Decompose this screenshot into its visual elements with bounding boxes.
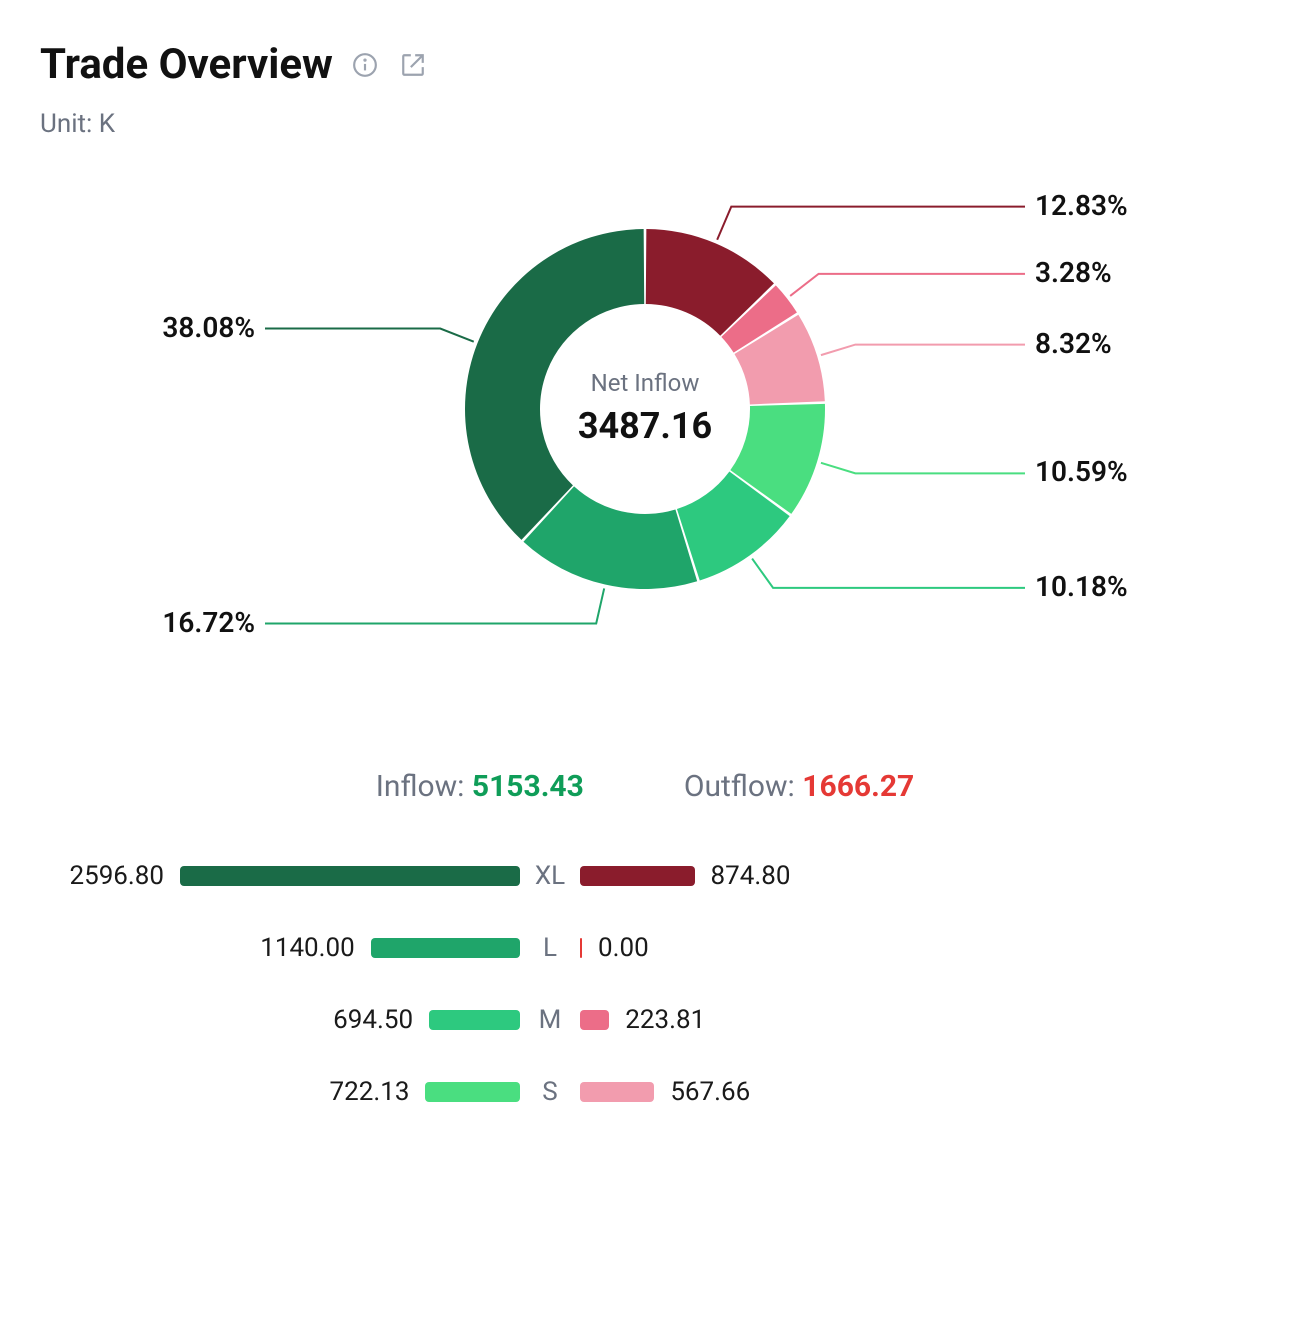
bar-row: 722.13 S 567.66 — [40, 1060, 1250, 1124]
diverging-bars: 2596.80 XL 874.80 1140.00 L 0.00 694.50 M 223.81… — [40, 844, 1250, 1124]
donut-chart: Net Inflow 3487.16 12.83%3.28%8.32%10.59… — [40, 169, 1250, 729]
donut-label: 8.32% — [1035, 327, 1112, 360]
bar-left: 1140.00 — [40, 933, 520, 963]
bar-right: 874.80 — [580, 861, 1060, 891]
inflow-bar-value: 722.13 — [330, 1077, 410, 1107]
leader-line — [717, 207, 1025, 240]
outflow-bar-value: 567.66 — [670, 1077, 750, 1107]
leader-line — [752, 559, 1025, 588]
header: Trade Overview — [40, 40, 1250, 89]
donut-segment — [465, 229, 644, 540]
leader-line — [821, 345, 1025, 356]
outflow-bar — [580, 1010, 609, 1030]
leader-line — [265, 588, 604, 623]
outflow-bar-value: 874.80 — [711, 861, 791, 891]
share-icon[interactable] — [397, 49, 429, 81]
bar-left: 694.50 — [40, 1005, 520, 1035]
bar-right: 567.66 — [580, 1077, 1060, 1107]
bar-category-label: XL — [520, 861, 580, 891]
unit-label: Unit: K — [40, 109, 1250, 139]
bar-left: 2596.80 — [40, 861, 520, 891]
outflow-bar-value: 0.00 — [598, 933, 649, 963]
bar-category-label: S — [520, 1077, 580, 1107]
inflow-bar — [180, 866, 520, 886]
totals-row: Inflow: 5153.43 Outflow: 1666.27 — [40, 769, 1250, 804]
inflow-total: Inflow: 5153.43 — [376, 769, 584, 804]
bar-row: 1140.00 L 0.00 — [40, 916, 1250, 980]
outflow-bar — [580, 938, 582, 958]
donut-label: 10.18% — [1035, 570, 1128, 603]
bar-right: 0.00 — [580, 933, 1060, 963]
outflow-bar — [580, 866, 695, 886]
inflow-bar-value: 2596.80 — [69, 861, 164, 891]
info-icon[interactable] — [349, 49, 381, 81]
donut-label: 3.28% — [1035, 256, 1112, 289]
page-title: Trade Overview — [40, 40, 333, 89]
donut-svg — [45, 169, 1245, 729]
bar-row: 2596.80 XL 874.80 — [40, 844, 1250, 908]
leader-line — [790, 274, 1025, 296]
inflow-bar-value: 694.50 — [333, 1005, 413, 1035]
donut-label: 12.83% — [1035, 189, 1128, 222]
bar-category-label: L — [520, 933, 580, 963]
leader-line — [265, 329, 474, 342]
outflow-value: 1666.27 — [802, 769, 914, 804]
bar-left: 722.13 — [40, 1077, 520, 1107]
donut-label: 10.59% — [1035, 455, 1128, 488]
inflow-bar-value: 1140.00 — [260, 933, 355, 963]
leader-line — [821, 463, 1025, 474]
outflow-label: Outflow: — [684, 769, 795, 804]
outflow-bar — [580, 1082, 654, 1102]
inflow-bar — [429, 1010, 520, 1030]
donut-label: 16.72% — [162, 606, 255, 639]
bar-category-label: M — [520, 1005, 580, 1035]
outflow-total: Outflow: 1666.27 — [684, 769, 914, 804]
bar-row: 694.50 M 223.81 — [40, 988, 1250, 1052]
inflow-value: 5153.43 — [472, 769, 584, 804]
inflow-bar — [425, 1082, 520, 1102]
inflow-label: Inflow: — [376, 769, 465, 804]
donut-label: 38.08% — [162, 311, 255, 344]
inflow-bar — [371, 938, 520, 958]
bar-right: 223.81 — [580, 1005, 1060, 1035]
outflow-bar-value: 223.81 — [625, 1005, 705, 1035]
